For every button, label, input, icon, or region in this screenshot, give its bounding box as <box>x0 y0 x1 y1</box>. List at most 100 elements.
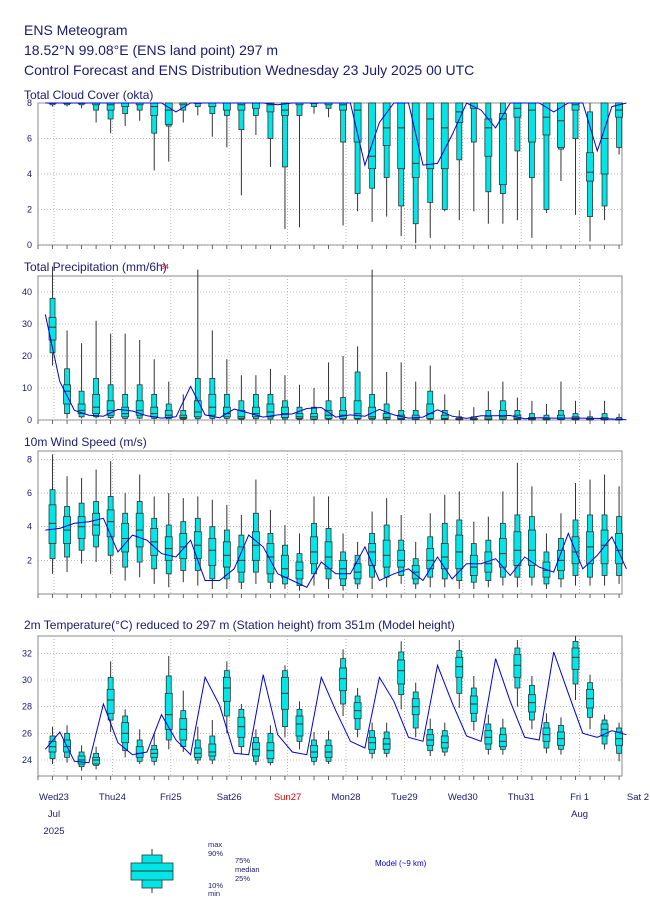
control-forecast-line <box>44 651 627 764</box>
y-tick-label: 8 <box>27 454 32 464</box>
box-25-75 <box>440 102 449 170</box>
panel-title: Total Precipitation (mm/6h) <box>24 260 167 274</box>
box-25-75 <box>484 416 493 421</box>
meteogram-title: ENS Meteogram <box>24 22 128 38</box>
y-tick-label: 20 <box>22 351 32 361</box>
legend-model-label: Model (~9 km) <box>375 859 427 868</box>
box-25-75 <box>498 113 507 186</box>
y-tick-label: 6 <box>27 134 32 144</box>
box-25-75 <box>397 659 406 685</box>
y-tick-label: 0 <box>27 415 32 425</box>
box-25-75 <box>353 102 362 143</box>
box-25-75 <box>469 695 478 714</box>
y-tick-label: 40 <box>22 287 32 297</box>
forecast-run-line: Control Forecast and ENS Distribution We… <box>24 62 475 78</box>
box-25-75 <box>222 541 231 568</box>
box-25-75 <box>339 559 347 580</box>
panel-2: 2 4 6 8 10m Wind Speed (m/s) <box>24 435 627 598</box>
box-10-90 <box>253 393 259 420</box>
box-25-75 <box>266 543 275 575</box>
box-25-75 <box>513 531 522 566</box>
box-25-75 <box>498 409 507 420</box>
box-25-75 <box>586 152 594 182</box>
box-25-75 <box>237 716 246 738</box>
box-10-90 <box>354 371 361 420</box>
panel-title: Total Cloud Cover (okta) <box>24 88 153 102</box>
box-25-75 <box>513 654 522 678</box>
box-25-75 <box>295 413 304 419</box>
box-25-75 <box>397 102 406 170</box>
box-25-75 <box>208 393 217 416</box>
box-25-75 <box>164 409 173 418</box>
box-25-75 <box>281 102 289 116</box>
box-25-75 <box>92 393 101 414</box>
box-25-75 <box>368 543 377 566</box>
y-tick-label: 32 <box>22 648 32 658</box>
box-25-75 <box>382 539 391 568</box>
y-tick-label: 8 <box>27 98 32 108</box>
box-25-75 <box>498 734 507 748</box>
box-25-75 <box>557 414 565 420</box>
day-label: Sun27 <box>274 792 301 803</box>
y-tick-label: 26 <box>22 728 32 738</box>
box-25-75 <box>339 409 347 419</box>
box-25-75 <box>179 533 188 560</box>
box-25-75 <box>164 692 173 730</box>
box-25-75 <box>48 317 57 341</box>
box-25-75 <box>121 722 130 744</box>
box-25-75 <box>106 102 115 111</box>
month-label: Aug <box>571 809 588 820</box>
year-label: 2025 <box>43 826 64 837</box>
box-25-75 <box>295 715 304 737</box>
box-25-75 <box>164 102 173 125</box>
box-25-75 <box>237 102 246 111</box>
box-25-75 <box>252 102 260 109</box>
box-25-75 <box>266 403 275 418</box>
box-25-75 <box>77 516 86 539</box>
box-25-75 <box>440 414 449 420</box>
y-tick-label: 4 <box>27 522 32 532</box>
box-25-75 <box>135 400 144 416</box>
box-25-75 <box>63 384 71 405</box>
panel-3: 24 26 28 30 32 2m Temperature(°C) reduced to … <box>22 618 627 780</box>
legend-label: max <box>208 840 222 849</box>
box-25-75 <box>281 406 289 418</box>
box-25-75 <box>208 538 217 566</box>
legend-label: 75% <box>235 856 250 865</box>
box-25-75 <box>222 676 231 702</box>
box-25-75 <box>426 102 435 170</box>
box-25-75 <box>92 756 101 765</box>
box-25-75 <box>382 102 391 146</box>
box-25-75 <box>252 531 260 561</box>
day-label: Wed23 <box>39 792 69 803</box>
box-25-75 <box>586 531 594 565</box>
day-label: Sat 2 <box>627 792 649 803</box>
box-25-75 <box>222 406 231 418</box>
day-label: Tue29 <box>391 792 418 803</box>
box-25-75 <box>557 102 565 148</box>
legend-label: 10% <box>208 881 223 890</box>
max-value-annotation: 34 <box>161 264 169 271</box>
box-25-75 <box>498 538 507 568</box>
box-10-90 <box>194 377 201 420</box>
box-10-90 <box>470 102 477 143</box>
box-25-75 <box>455 102 464 123</box>
box-25-75 <box>237 546 246 573</box>
location-line: 18.52°N 99.08°E (ENS land point) 297 m <box>24 42 279 58</box>
box-25-75 <box>106 688 115 714</box>
y-tick-label: 10 <box>22 383 32 393</box>
month-label: Jul <box>48 809 60 820</box>
box-25-75 <box>339 102 347 111</box>
panel-title: 2m Temperature(°C) reduced to 297 m (Sta… <box>24 618 455 632</box>
box-25-75 <box>121 102 130 107</box>
y-tick-label: 30 <box>22 319 32 329</box>
box-25-75 <box>440 735 449 749</box>
day-label: Mon28 <box>331 792 360 803</box>
box-25-75 <box>92 512 101 536</box>
box-25-75 <box>382 413 391 420</box>
box-25-75 <box>121 406 130 418</box>
box-25-75 <box>252 406 260 418</box>
box-25-75 <box>106 400 115 416</box>
box-25-75 <box>208 743 217 757</box>
